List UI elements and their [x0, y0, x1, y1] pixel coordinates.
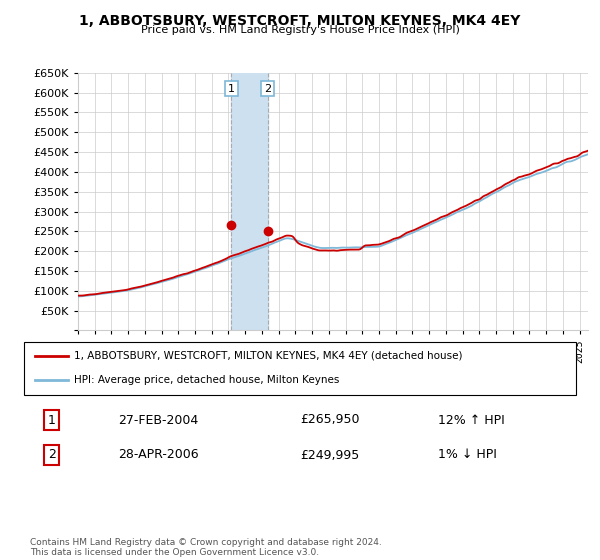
Text: 2: 2: [264, 83, 271, 94]
Text: £249,995: £249,995: [300, 449, 359, 461]
Text: Contains HM Land Registry data © Crown copyright and database right 2024.
This d: Contains HM Land Registry data © Crown c…: [30, 538, 382, 557]
Text: 27-FEB-2004: 27-FEB-2004: [118, 413, 198, 427]
Text: 1, ABBOTSBURY, WESTCROFT, MILTON KEYNES, MK4 4EY: 1, ABBOTSBURY, WESTCROFT, MILTON KEYNES,…: [79, 14, 521, 28]
Text: 1, ABBOTSBURY, WESTCROFT, MILTON KEYNES, MK4 4EY (detached house): 1, ABBOTSBURY, WESTCROFT, MILTON KEYNES,…: [74, 351, 462, 361]
Text: Price paid vs. HM Land Registry's House Price Index (HPI): Price paid vs. HM Land Registry's House …: [140, 25, 460, 35]
Text: 1% ↓ HPI: 1% ↓ HPI: [438, 449, 497, 461]
Bar: [231, 73, 268, 330]
Text: 2: 2: [47, 449, 56, 461]
Text: 1: 1: [228, 83, 235, 94]
Text: 12% ↑ HPI: 12% ↑ HPI: [438, 413, 505, 427]
Text: 1: 1: [47, 413, 56, 427]
Text: HPI: Average price, detached house, Milton Keynes: HPI: Average price, detached house, Milt…: [74, 375, 339, 385]
Text: 28-APR-2006: 28-APR-2006: [118, 449, 199, 461]
Text: £265,950: £265,950: [300, 413, 359, 427]
